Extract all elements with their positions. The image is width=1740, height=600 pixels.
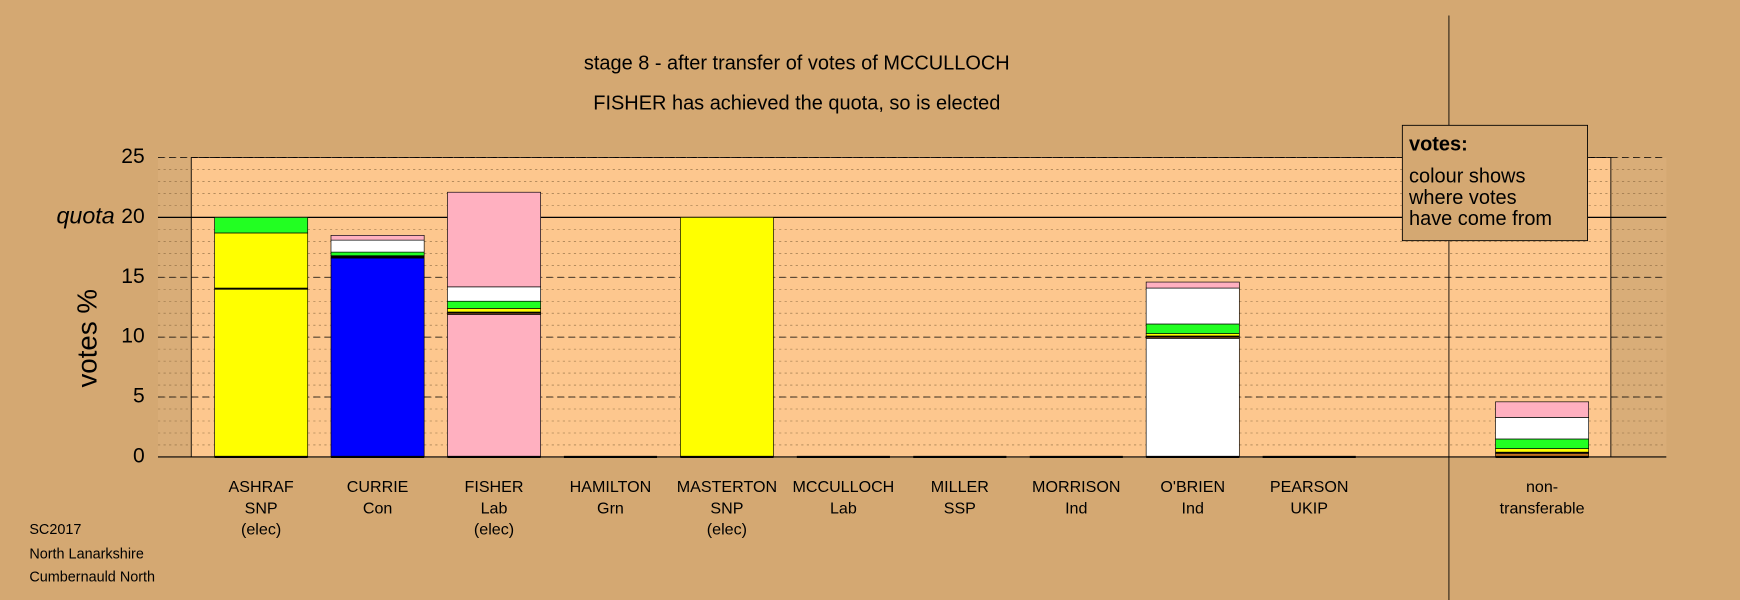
x-tick-label: UKIP	[1290, 499, 1328, 517]
bar-segment	[1145, 323, 1240, 334]
legend: votes: colour shows where votes have com…	[1401, 124, 1589, 242]
x-tick-label: FISHER	[465, 478, 524, 496]
x-tick-label: non-	[1526, 478, 1558, 496]
x-tick-label: CURRIE	[347, 478, 409, 496]
x-tick-label: HAMILTON	[570, 478, 652, 496]
y-tick-label: 20	[121, 205, 144, 228]
bar-segment	[214, 232, 309, 289]
bar-segment	[680, 217, 774, 458]
footer: Cumbernauld North	[29, 570, 155, 586]
x-tick-label: PEARSON	[1270, 478, 1349, 496]
legend-text: colour shows	[1409, 166, 1525, 188]
bar-segment	[1495, 438, 1590, 449]
footer: SC2017	[29, 522, 81, 538]
x-tick-label: O'BRIEN	[1160, 478, 1225, 496]
x-tick-label: (elec)	[474, 520, 514, 538]
bar-segment	[447, 314, 541, 458]
legend-text: have come from	[1409, 208, 1552, 230]
bar-segment	[330, 235, 425, 241]
bar-segment	[447, 300, 541, 309]
bar-segment	[1145, 287, 1240, 325]
bar-segment	[330, 255, 425, 259]
x-tick-label: MCCULLOCH	[792, 478, 894, 496]
chart-title: stage 8 - after transfer of votes of MCC…	[584, 53, 1010, 75]
x-tick-label: Ind	[1182, 499, 1204, 517]
bar-segment	[447, 308, 541, 313]
y-axis-label: votes %	[72, 289, 103, 388]
y-tick-label: 15	[121, 265, 144, 288]
footer: North Lanarkshire	[29, 546, 144, 562]
x-tick-label: Grn	[597, 499, 624, 517]
bar-segment	[330, 251, 425, 257]
legend-box	[1401, 124, 1589, 242]
bar-segment	[1145, 333, 1240, 337]
plot-area	[190, 157, 1612, 458]
quota-label: quota	[56, 203, 114, 229]
x-tick-label: (elec)	[707, 520, 747, 538]
x-tick-label: (elec)	[241, 520, 281, 538]
y-tick-label: 0	[133, 444, 145, 467]
x-tick-label: Con	[363, 499, 392, 517]
bar-segment	[447, 286, 541, 302]
chart-subtitle: FISHER has achieved the quota, so is ele…	[593, 93, 1000, 115]
bar-segment	[1495, 448, 1590, 453]
bar-segment	[1495, 401, 1590, 418]
x-tick-label: Lab	[830, 499, 857, 517]
bar-segment	[330, 257, 425, 458]
x-tick-label: SNP	[245, 499, 278, 517]
x-tick-label: MASTERTON	[677, 478, 777, 496]
bar-segment	[1495, 417, 1590, 440]
x-tick-label: MORRISON	[1032, 478, 1120, 496]
y-tick-label: 10	[121, 325, 144, 348]
x-tick-label: Lab	[481, 499, 508, 517]
legend-title: votes:	[1409, 134, 1468, 156]
bars	[214, 191, 1590, 459]
x-tick-label: SNP	[710, 499, 743, 517]
bar-segment	[447, 191, 541, 288]
bar-segment	[330, 239, 425, 253]
x-tick-label: MILLER	[931, 478, 989, 496]
bar-segment	[214, 288, 309, 458]
y-tick-label: 25	[121, 145, 144, 168]
x-tick-label: transferable	[1500, 499, 1585, 517]
x-tick-label: ASHRAF	[229, 478, 294, 496]
bar-segment	[1145, 338, 1240, 458]
x-tick-label: SSP	[944, 499, 976, 517]
legend-text: where votes	[1408, 187, 1517, 209]
bar-segment	[1145, 281, 1240, 289]
bar-segment	[214, 217, 309, 234]
y-tick-label: 5	[133, 385, 145, 408]
x-tick-label: Ind	[1065, 499, 1087, 517]
